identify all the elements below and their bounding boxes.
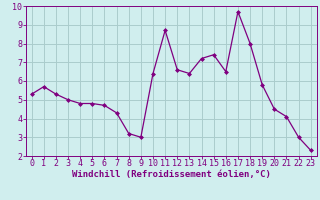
X-axis label: Windchill (Refroidissement éolien,°C): Windchill (Refroidissement éolien,°C) — [72, 170, 271, 179]
